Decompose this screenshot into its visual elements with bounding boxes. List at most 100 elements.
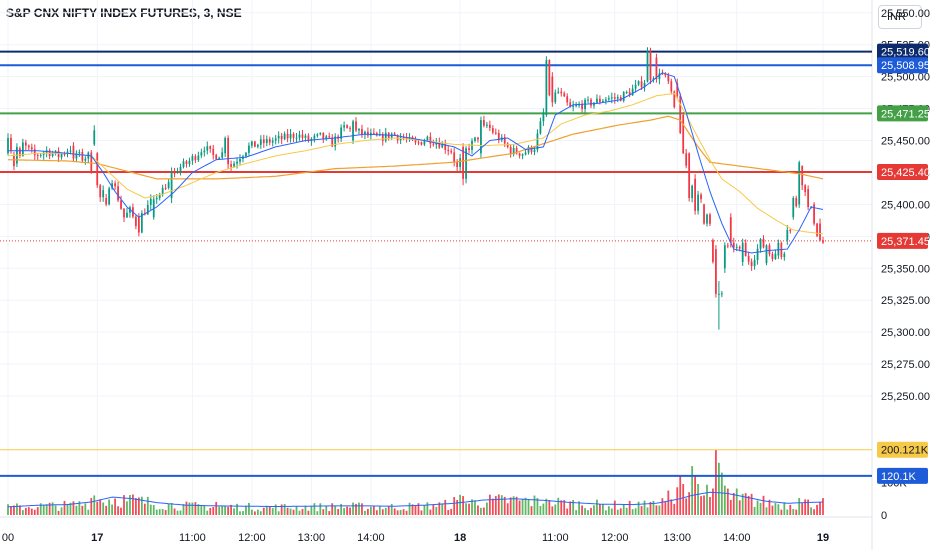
candle-body (57, 150, 60, 158)
candle-body (759, 239, 762, 249)
candle-body (599, 98, 601, 103)
volume-bar (587, 510, 589, 515)
candle-body (429, 136, 432, 144)
candle-body (444, 143, 447, 150)
volume-bar (96, 501, 99, 515)
candle-body (364, 131, 366, 135)
candle-body (331, 137, 334, 147)
candle-body (536, 133, 539, 150)
candle-body (572, 105, 575, 107)
candle-body (658, 73, 661, 80)
candle-body (601, 100, 604, 103)
volume-bar (45, 504, 48, 515)
volume-bar (804, 499, 807, 515)
candle-body (468, 148, 470, 150)
candle-body (792, 198, 795, 218)
candle-body (789, 229, 792, 232)
candle-body (616, 97, 619, 99)
candle-body (251, 141, 253, 146)
volume-bar (358, 502, 360, 515)
volume-bar (488, 494, 491, 515)
volume-bar (491, 498, 494, 515)
candle-body (66, 151, 69, 154)
time-tick-label: 12:00 (238, 532, 266, 544)
candle-body (509, 146, 512, 155)
volume-bar (462, 496, 464, 515)
price-level-label: 25,508.95 (881, 60, 930, 72)
candle-body (137, 217, 140, 233)
time-tick-label: 11:00 (542, 532, 569, 544)
volume-bar (111, 504, 113, 515)
volume-bar (447, 510, 450, 515)
candle-body (164, 187, 167, 189)
candle-body (265, 139, 268, 144)
price-levels (0, 50, 872, 242)
candle-body (221, 152, 224, 158)
candle-body (203, 150, 206, 153)
volume-bar (253, 511, 256, 515)
volume-bar (429, 509, 432, 515)
volume-bar (795, 509, 798, 515)
candle-body (625, 92, 628, 94)
volume-bar (515, 496, 518, 515)
candle-body (361, 128, 363, 135)
volume-bar (408, 502, 411, 515)
volume-bar (628, 500, 631, 515)
volume-bar (149, 504, 152, 515)
candle-body (39, 154, 42, 156)
volume-bar (242, 511, 244, 515)
volume-bar (682, 484, 685, 515)
candle-body (465, 148, 467, 179)
volume-level-label-box (877, 467, 928, 484)
candle-body (423, 140, 426, 145)
volume-bar (331, 503, 334, 515)
volume-bar (10, 506, 12, 515)
volume-bar (643, 500, 646, 515)
volume-bar (152, 505, 155, 515)
candle-body (548, 60, 551, 96)
candle-body (613, 97, 616, 99)
volume-bar (566, 508, 569, 515)
volume-bar (762, 495, 765, 515)
candle-body (554, 92, 557, 103)
candle-body (723, 245, 726, 269)
candle-body (352, 121, 354, 141)
candle-body (140, 213, 143, 233)
volume-bar (372, 506, 375, 515)
price-tick-label: 25,400.00 (881, 199, 930, 211)
volume-bar (334, 505, 337, 515)
candle-body (610, 97, 613, 99)
volume-bar (364, 510, 366, 515)
ma-fast-line (8, 72, 824, 254)
candle-body (732, 242, 735, 248)
candle-body (798, 162, 801, 205)
candle-body (69, 150, 72, 152)
candle-body (268, 139, 271, 143)
candle-body (93, 130, 96, 145)
candle-body (747, 255, 750, 262)
currency-selector[interactable]: INR (878, 5, 922, 29)
volume-bar (114, 498, 116, 515)
candle-body (99, 185, 102, 198)
volume-bar (747, 495, 750, 515)
volume-bar (530, 506, 533, 515)
volume-bar (182, 504, 185, 515)
candle-body (488, 124, 491, 129)
candle-body (75, 153, 78, 159)
candle-body (661, 73, 664, 75)
volume-bar (87, 509, 90, 515)
candle-body (51, 153, 54, 156)
volume-bar (432, 504, 435, 515)
candle-body (233, 163, 235, 167)
volume-bar (316, 511, 319, 515)
price-level-label: 25,371.45 (881, 236, 930, 248)
candle-body (182, 161, 185, 167)
volume-bar (310, 506, 313, 515)
candle-body (72, 145, 75, 159)
volume-bar (251, 509, 253, 515)
candle-body (292, 133, 295, 138)
volume-bar (735, 488, 738, 515)
volume-bar (753, 506, 756, 515)
candle-body (372, 132, 375, 134)
